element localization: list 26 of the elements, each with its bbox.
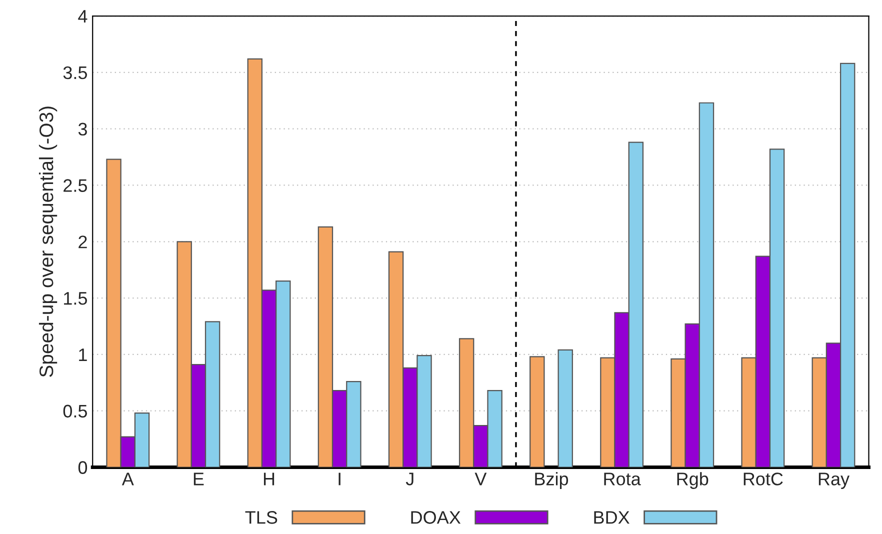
y-tick-label: 4 (78, 10, 88, 23)
y-tick-label: 1 (79, 348, 87, 361)
y-tick-label: 3 (78, 122, 87, 136)
y-tick-label: 0 (78, 461, 88, 474)
y-tick-label: 2.5 (64, 179, 87, 192)
y-axis-title: Speed-up over sequential (-O3) (38, 106, 58, 377)
y-tick-label: 0.5 (63, 404, 87, 418)
x-tick-label: Ray (818, 472, 850, 489)
x-tick-label: V (474, 472, 487, 486)
x-tick-label: Rota (604, 472, 641, 486)
legend-label: DOAX (411, 511, 461, 524)
x-tick-label: J (406, 472, 414, 486)
x-tick-label: Rgb (677, 472, 708, 489)
y-tick-label: 1.5 (64, 292, 87, 305)
legend-label: BDX (594, 511, 630, 524)
bar (530, 356, 545, 468)
x-tick-label: RotC (744, 472, 783, 486)
x-tick-label: H (264, 472, 274, 486)
x-tick-label: Bzip (535, 472, 568, 489)
x-tick-label: I (338, 472, 340, 486)
legend-label: TLS (245, 511, 278, 524)
y-tick-label: 2 (78, 236, 87, 248)
x-tick-label: A (122, 472, 134, 486)
y-tick-label: 3.5 (63, 66, 87, 80)
bar (558, 349, 573, 468)
x-tick-label: E (194, 472, 204, 486)
